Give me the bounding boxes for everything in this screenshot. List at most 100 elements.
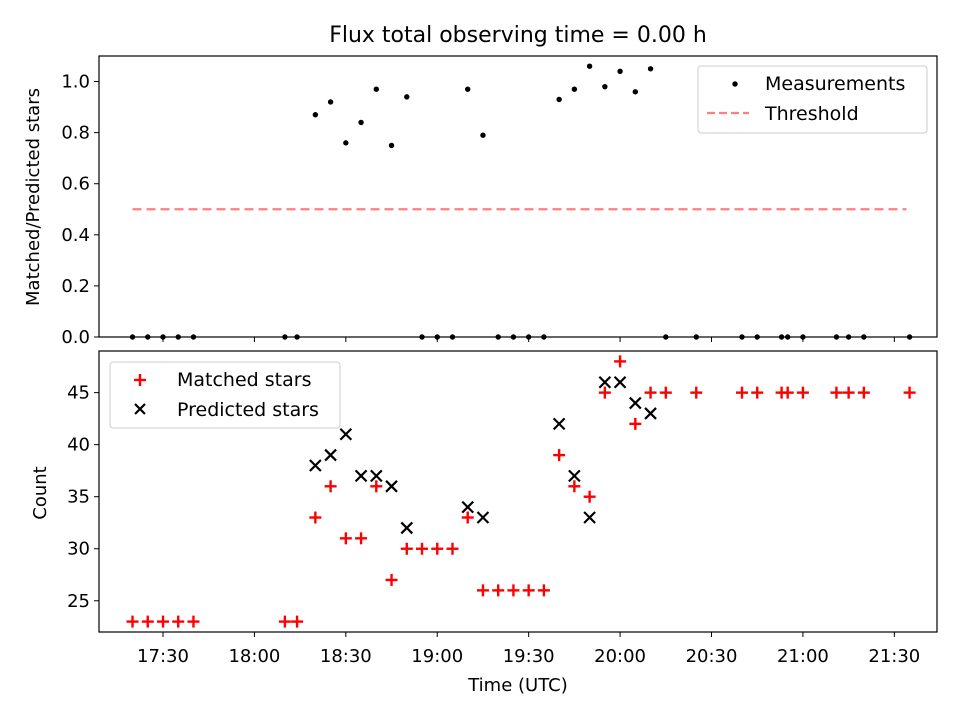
matched-star-point bbox=[461, 511, 474, 524]
matched-star-point bbox=[156, 615, 169, 628]
matched-star-point bbox=[842, 386, 855, 399]
legend-label-threshold: Threshold bbox=[764, 103, 859, 125]
measurement-point bbox=[175, 334, 181, 340]
predicted-star-point bbox=[476, 511, 490, 524]
measurement-point bbox=[327, 99, 334, 105]
legend-label-predicted: Predicted stars bbox=[177, 399, 319, 421]
measurement-point bbox=[571, 86, 578, 92]
predicted-star-point bbox=[461, 500, 474, 514]
measurement-point bbox=[434, 334, 440, 340]
predicted-star-point bbox=[354, 469, 368, 483]
top-y-tick-label: 0.8 bbox=[61, 123, 90, 144]
x-tick-label: 18:30 bbox=[320, 646, 372, 667]
x-tick-label: 17:30 bbox=[137, 646, 189, 667]
matched-star-point bbox=[126, 615, 139, 628]
measurement-point bbox=[693, 334, 699, 340]
measurement-point bbox=[388, 142, 395, 149]
predicted-star-point bbox=[598, 375, 612, 389]
measurement-point bbox=[145, 334, 151, 340]
predicted-star-point bbox=[552, 417, 566, 431]
matched-star-point bbox=[355, 532, 368, 545]
measurement-point bbox=[465, 86, 471, 92]
x-tick-label: 19:00 bbox=[411, 646, 463, 667]
measurement-point bbox=[510, 334, 517, 340]
bottom-legend-box bbox=[109, 361, 341, 429]
chart-title: Flux total observing time = 0.00 h bbox=[329, 23, 707, 48]
measurement-point bbox=[647, 66, 654, 72]
measurement-point bbox=[800, 334, 806, 340]
predicted-star-point bbox=[339, 427, 353, 441]
legend-label-matched: Matched stars bbox=[177, 369, 311, 391]
matched-star-point bbox=[522, 584, 535, 597]
matched-star-point bbox=[751, 386, 764, 399]
measurement-point bbox=[495, 334, 501, 340]
bottom-y-tick-label: 45 bbox=[67, 383, 90, 404]
measurement-point bbox=[754, 334, 760, 340]
bottom-y-tick-label: 30 bbox=[67, 539, 90, 560]
matched-star-point bbox=[339, 532, 352, 545]
measurement-point bbox=[449, 334, 456, 340]
matched-star-point bbox=[370, 480, 383, 493]
measurement-point bbox=[404, 94, 410, 100]
top-y-tick-label: 1.0 bbox=[61, 72, 90, 93]
top-y-tick-label: 0.6 bbox=[61, 174, 90, 195]
matched-star-point bbox=[735, 386, 748, 399]
measurement-point bbox=[343, 140, 349, 146]
x-tick-label: 21:00 bbox=[777, 646, 829, 667]
top-y-axis-label: Matched/Predicted stars bbox=[23, 88, 44, 306]
measurement-point bbox=[845, 334, 852, 340]
measurement-point bbox=[373, 86, 380, 92]
measurement-point bbox=[282, 334, 288, 340]
bottom-axes-frame bbox=[98, 350, 938, 633]
matched-star-point bbox=[690, 386, 703, 399]
measurement-point bbox=[861, 334, 867, 340]
matched-star-point bbox=[416, 542, 429, 555]
measurement-point bbox=[833, 334, 840, 340]
matched-star-point bbox=[598, 386, 611, 399]
matched-star-point bbox=[507, 584, 520, 597]
matched-star-point bbox=[278, 615, 291, 628]
measurement-point bbox=[480, 132, 486, 138]
measurement-point bbox=[129, 334, 136, 340]
measurement-point bbox=[663, 334, 669, 340]
bottom-panel: 25 30 35 40 45 17:30 18:00 18:30 19:00 19:30 20:0… bbox=[30, 350, 938, 696]
matched-star-point bbox=[659, 386, 672, 399]
bottom-y-axis-label: Count bbox=[30, 466, 51, 519]
top-y-tick-label: 0.4 bbox=[61, 225, 90, 246]
measurement-point bbox=[541, 334, 547, 340]
measurement-point bbox=[586, 63, 593, 69]
measurement-point bbox=[525, 334, 532, 340]
bottom-y-tick-label: 25 bbox=[67, 591, 90, 612]
matched-star-point bbox=[141, 615, 154, 628]
predicted-star-point bbox=[613, 375, 627, 389]
matched-star-point bbox=[187, 615, 200, 628]
top-panel: 0.0 0.2 0.4 0.6 0.8 1.0 Matched/Predicted sta… bbox=[23, 55, 938, 348]
top-y-tick-label: 0.0 bbox=[61, 327, 90, 348]
measurement-point bbox=[632, 89, 639, 95]
measurement-point bbox=[784, 334, 791, 340]
matched-star-point bbox=[629, 417, 642, 430]
measurement-point bbox=[602, 83, 608, 90]
matched-star-point bbox=[309, 511, 322, 524]
matched-star-point bbox=[476, 584, 489, 597]
matched-star-point bbox=[385, 573, 398, 586]
measurement-point bbox=[556, 96, 562, 103]
x-tick-label: 19:30 bbox=[503, 646, 555, 667]
measurement-point bbox=[906, 334, 913, 340]
predicted-star-point bbox=[629, 396, 642, 410]
matched-star-point bbox=[291, 615, 304, 628]
predicted-star-point bbox=[568, 469, 581, 483]
legend-marker-predicted bbox=[134, 403, 146, 415]
predicted-star-point bbox=[400, 521, 414, 535]
top-legend: Measurements Threshold bbox=[697, 65, 928, 134]
bottom-y-tick-label: 35 bbox=[67, 487, 90, 508]
bottom-y-tick-label: 40 bbox=[67, 435, 90, 456]
matched-star-point bbox=[614, 355, 627, 368]
legend-label-measurements: Measurements bbox=[765, 73, 905, 95]
top-y-tick-label: 0.2 bbox=[61, 276, 90, 297]
predicted-star-point bbox=[644, 407, 657, 420]
matched-star-point bbox=[583, 490, 596, 503]
measurement-point bbox=[739, 334, 745, 340]
matched-star-point bbox=[553, 449, 566, 462]
